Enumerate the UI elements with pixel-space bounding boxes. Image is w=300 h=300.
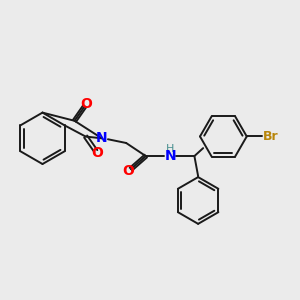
- Text: H: H: [166, 144, 174, 154]
- Text: O: O: [80, 97, 92, 111]
- Text: N: N: [164, 149, 176, 163]
- Text: O: O: [122, 164, 134, 178]
- Text: O: O: [91, 146, 103, 160]
- Text: N: N: [96, 131, 108, 145]
- Text: Br: Br: [263, 130, 279, 143]
